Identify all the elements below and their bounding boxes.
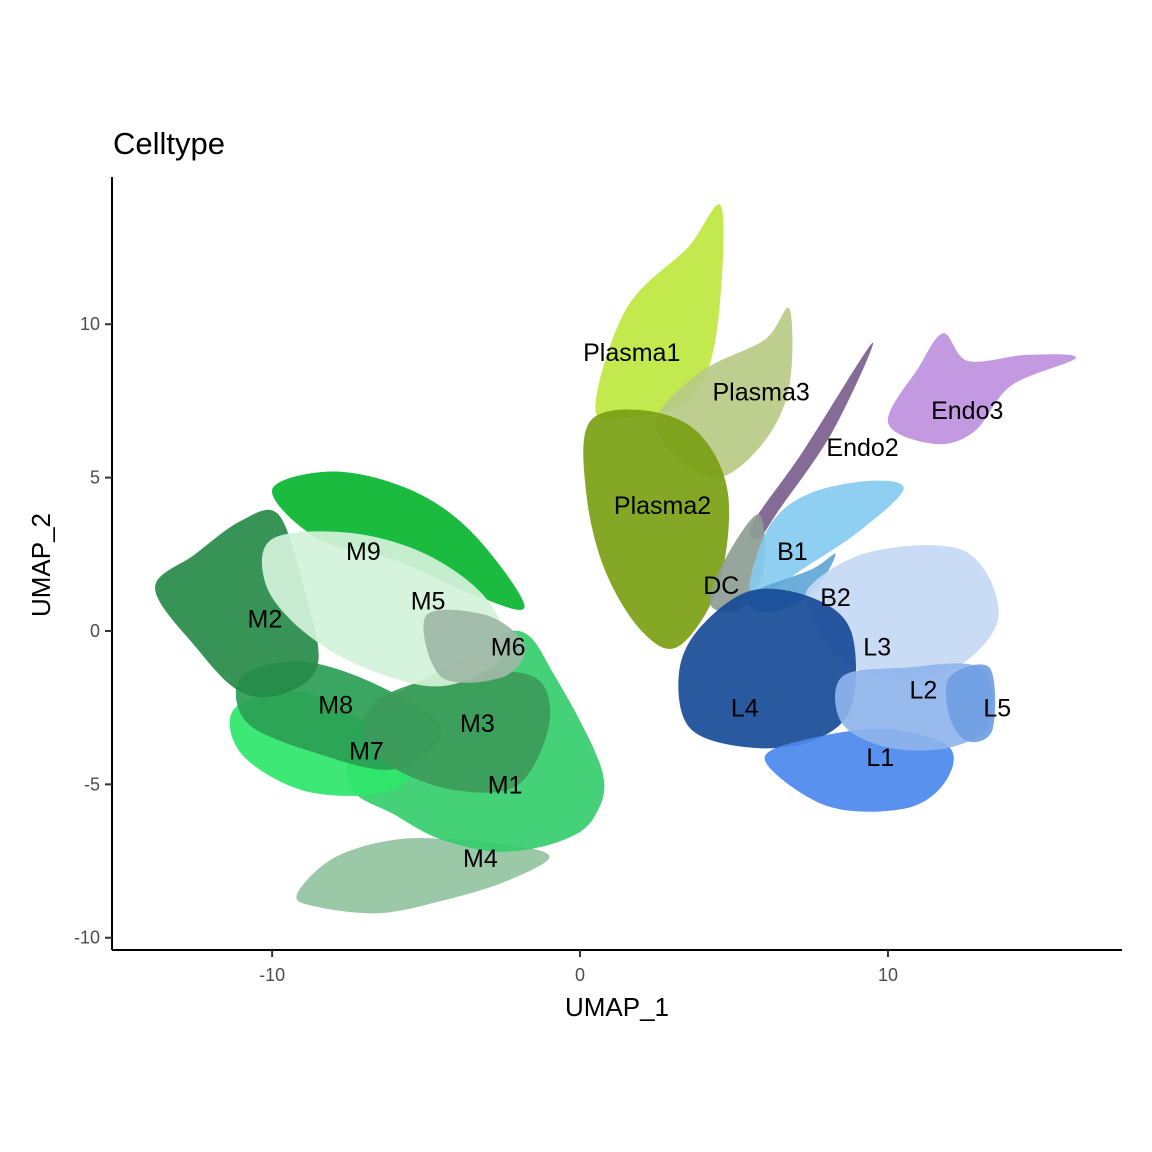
x-tick-label: -10 bbox=[259, 965, 285, 985]
y-tick-label: -5 bbox=[84, 774, 100, 794]
cluster-l4 bbox=[678, 588, 857, 749]
cluster-b1 bbox=[749, 480, 904, 596]
cluster-label-m5: M5 bbox=[411, 587, 446, 615]
cluster-label-b2: B2 bbox=[820, 584, 851, 612]
x-tick-label: 10 bbox=[878, 965, 898, 985]
y-tick-label: 10 bbox=[80, 314, 100, 334]
cluster-plasma1 bbox=[595, 204, 724, 421]
cluster-label-l5: L5 bbox=[983, 695, 1011, 723]
cluster-endo2 bbox=[749, 342, 874, 540]
cluster-label-b1: B1 bbox=[777, 538, 808, 566]
cluster-label-m9: M9 bbox=[346, 538, 381, 566]
cluster-label-l2: L2 bbox=[910, 676, 938, 704]
y-axis-title: UMAP_2 bbox=[26, 513, 56, 617]
cluster-m9 bbox=[271, 471, 525, 610]
x-axis-title: UMAP_1 bbox=[565, 992, 669, 1022]
cluster-label-m4: M4 bbox=[463, 845, 498, 873]
cluster-label-endo2: Endo2 bbox=[826, 434, 898, 462]
cluster-label-m6: M6 bbox=[491, 633, 526, 661]
plot-title: Celltype bbox=[113, 126, 225, 161]
cluster-label-m1: M1 bbox=[488, 771, 523, 799]
cluster-label-layer: M4 M1 M7 M8 M3 M2 M9 M5 M6 Plasma1 Plasma3 Plasma2 E… bbox=[248, 339, 1012, 873]
cluster-label-m3: M3 bbox=[460, 710, 495, 738]
cluster-label-plasma2: Plasma2 bbox=[614, 492, 711, 520]
y-tick-label: -10 bbox=[74, 928, 100, 948]
cluster-label-dc: DC bbox=[703, 572, 739, 600]
cluster-endo3 bbox=[887, 333, 1076, 445]
cluster-layer bbox=[155, 204, 1076, 914]
cluster-m4 bbox=[296, 837, 550, 914]
cluster-label-l1: L1 bbox=[866, 744, 894, 772]
cluster-label-endo3: Endo3 bbox=[931, 397, 1003, 425]
x-axis-ticks: -10 0 10 bbox=[259, 950, 898, 985]
y-tick-label: 0 bbox=[90, 621, 100, 641]
cluster-label-l4: L4 bbox=[731, 695, 759, 723]
y-axis-ticks: -10 -5 0 5 10 bbox=[74, 314, 112, 948]
cluster-label-m2: M2 bbox=[248, 606, 283, 634]
x-tick-label: 0 bbox=[575, 965, 585, 985]
cluster-label-m7: M7 bbox=[349, 738, 384, 766]
y-tick-label: 5 bbox=[90, 468, 100, 488]
cluster-m6 bbox=[423, 609, 526, 683]
cluster-l5 bbox=[945, 664, 996, 743]
cluster-label-plasma1: Plasma1 bbox=[583, 339, 680, 367]
cluster-label-l3: L3 bbox=[863, 633, 891, 661]
cluster-m3 bbox=[363, 671, 551, 793]
cluster-label-plasma3: Plasma3 bbox=[713, 379, 810, 407]
cluster-plasma2 bbox=[583, 409, 730, 649]
cluster-label-m8: M8 bbox=[318, 692, 353, 720]
